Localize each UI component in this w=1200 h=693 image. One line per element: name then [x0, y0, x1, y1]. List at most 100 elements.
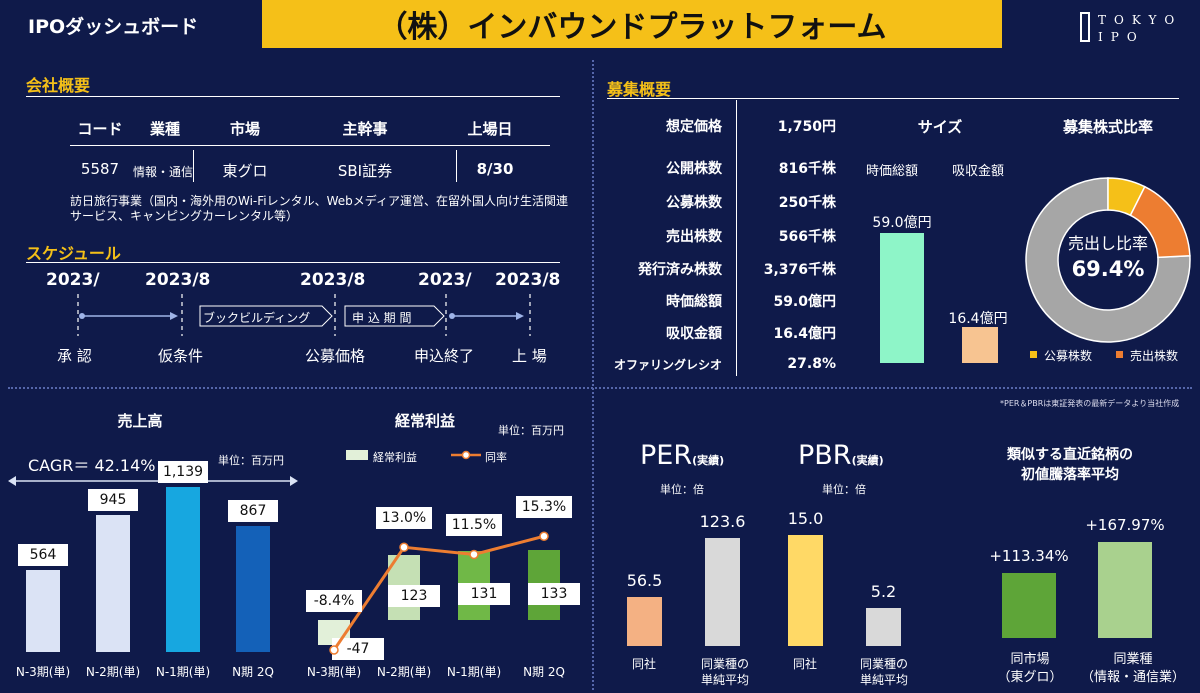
size-bar-market-cap — [880, 233, 924, 363]
size-value-market-cap: 59.0億円 — [872, 215, 932, 231]
sales-chart-bar-3 — [236, 526, 270, 652]
offering-label-3: 売出株数 — [666, 229, 722, 245]
similar-title-1: 類似する直近銘柄の — [1007, 447, 1133, 463]
bookbuilding-phase: ブックビルディング — [203, 311, 311, 325]
profit-category-0: N-3期(単) — [306, 665, 362, 679]
schedule-section-underline — [26, 262, 560, 263]
sales-chart-bar-0 — [26, 570, 60, 652]
profit-unit: 単位：百万円 — [498, 424, 564, 437]
offering-value-5: 59.0億円 — [773, 294, 836, 310]
per-label-industry-2: 単純平均 — [700, 673, 749, 687]
schedule-date-3: 2023/8 — [300, 270, 366, 290]
profit-value-1: 123 — [388, 585, 440, 608]
profit-legend-bar-swatch — [346, 450, 368, 460]
footnote: *PER＆PBRは東証発表の最新データより当社作成 — [1000, 399, 1180, 408]
similar-title-2: 初値騰落率平均 — [1021, 467, 1119, 483]
per-chart-value-0: 56.5 — [626, 570, 663, 590]
offering-label-0: 想定価格 — [666, 119, 722, 135]
logo-mark-icon — [1080, 12, 1090, 42]
offering-value-1: 816千株 — [778, 161, 836, 177]
profit-category-1: N-2期(単) — [376, 665, 432, 679]
profit-legend-bar: 経常利益 — [373, 451, 417, 464]
horizontal-divider — [8, 387, 1192, 389]
donut-other-segment — [1025, 177, 1191, 343]
header-lead-manager: 主幹事 — [342, 120, 388, 138]
pbr-label-industry-2: 単純平均 — [859, 673, 908, 687]
profit-rate-line — [332, 534, 545, 651]
profit-category-3: N期 2Q — [523, 665, 565, 679]
per-unit: 単位：倍 — [660, 483, 704, 496]
schedule-label-listing: 上 場 — [512, 347, 547, 365]
tokyo-ipo-logo: TOKYO IPO — [1080, 10, 1190, 44]
donut-secondary-segment — [1129, 185, 1191, 259]
cagr-arrow — [8, 476, 298, 486]
size-chart-title: サイズ — [917, 118, 963, 136]
business-description-2: サービス、キャンピングカーレンタル等） — [70, 209, 299, 223]
offering-section-underline — [607, 98, 1179, 99]
pbr-label-company: 同社 — [792, 657, 817, 671]
table-header-line — [70, 145, 550, 146]
profit-value-2: 131 — [458, 583, 510, 606]
legend-public-offering-swatch — [1030, 351, 1037, 358]
profit-rate-label-2: 11.5% — [446, 514, 502, 537]
ratio-center-label: 売出し比率 — [1067, 234, 1148, 253]
per-label-industry-1: 同業種の — [700, 657, 749, 671]
schedule-date-5: 2023/8 — [495, 270, 561, 290]
offering-label-2: 公募株数 — [666, 195, 722, 211]
sales-chart-title: 売上高 — [117, 412, 163, 430]
header-market: 市場 — [229, 120, 260, 138]
offering-value-0: 1,750円 — [777, 119, 836, 135]
per-chart-bar-0 — [627, 596, 662, 646]
similar-label-market-2: （東グロ） — [997, 670, 1063, 685]
offering-label-1: 公開株数 — [666, 161, 722, 177]
sales-chart-bar-1 — [96, 514, 130, 652]
per-chart-bar-1 — [705, 538, 740, 646]
header-code: コード — [77, 120, 123, 138]
per-chart-value-1: 123.6 — [699, 512, 746, 532]
sales-category-2: N-1期(単) — [155, 665, 211, 679]
application-phase: 申 込 期 間 — [352, 311, 412, 325]
sales-chart-value-0: 564 — [18, 544, 68, 567]
profit-chart-title: 経常利益 — [394, 412, 455, 430]
size-label-absorb: 吸収金額 — [952, 164, 1005, 179]
pbr-label-industry-1: 同業種の — [859, 657, 908, 671]
sales-chart-value-3: 867 — [228, 500, 278, 523]
profit-rate-line-layer — [329, 531, 549, 655]
offering-value-7: 27.8% — [787, 356, 836, 372]
offering-label-6: 吸収金額 — [666, 326, 722, 342]
per-title-suffix: (実績) — [692, 454, 725, 467]
sales-chart-bar-2 — [166, 486, 200, 652]
vertical-divider — [592, 60, 594, 690]
ratio-center-value: 69.4% — [1071, 257, 1145, 281]
ratio-chart-title: 募集株式比率 — [1062, 118, 1153, 136]
similar-chart-bar-0 — [1002, 573, 1056, 638]
sales-category-0: N-3期(単) — [15, 665, 71, 679]
table-separator — [193, 150, 194, 182]
pbr-chart-value-0: 15.0 — [787, 509, 824, 528]
pbr-unit: 単位：倍 — [822, 483, 866, 496]
per-title: PER(実績) — [640, 440, 724, 471]
pbr-chart-value-1: 5.2 — [870, 581, 897, 601]
sales-chart-value-1: 945 — [88, 488, 138, 511]
profit-rate-point-3 — [539, 531, 549, 541]
profit-rate-label-0: -8.4% — [306, 590, 362, 612]
similar-label-industry-2: （情報・通信業） — [1080, 670, 1185, 685]
schedule-date-2: 2023/8 — [145, 270, 211, 290]
offering-separator — [736, 100, 737, 376]
pbr-chart-bar-1 — [866, 607, 901, 646]
per-title-main: PER — [640, 440, 693, 471]
legend-secondary-swatch — [1116, 351, 1123, 358]
table-separator — [456, 150, 457, 182]
logo-text-2: IPO — [1098, 30, 1145, 44]
offering-label-5: 時価総額 — [666, 294, 722, 310]
company-section-title: 会社概要 — [26, 76, 91, 95]
value-lead-manager: SBI証券 — [337, 162, 393, 180]
business-description-1: 訪日旅行事業（国内・海外用のWi-Fiレンタル、Webメディア運営、在留外国人向… — [70, 194, 568, 208]
profit-category-2: N-1期(単) — [446, 665, 502, 679]
dashboard-title: IPOダッシュボード — [28, 16, 199, 38]
company-section-underline — [26, 96, 560, 97]
value-industry: 情報・通信 — [133, 165, 194, 179]
offering-section-title: 募集概要 — [607, 80, 672, 99]
profit-value-0: -47 — [332, 638, 384, 660]
similar-chart-value-1: +167.97% — [1085, 516, 1165, 535]
